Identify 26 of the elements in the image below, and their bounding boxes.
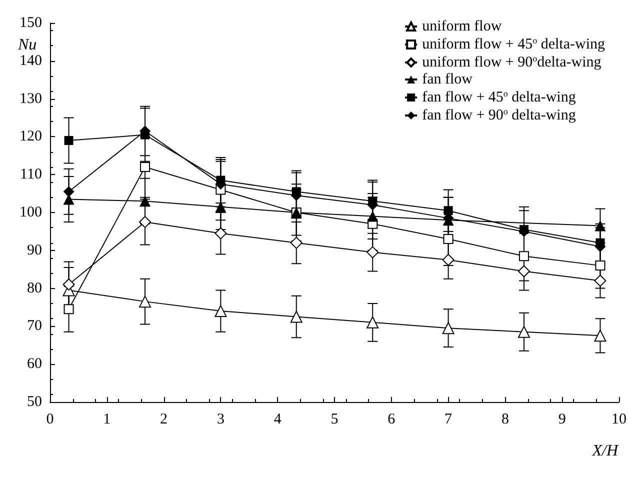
y-tick-label: 130 [20,90,42,107]
y-tick-label: 90 [27,242,42,258]
y-tick-label: 120 [20,128,42,145]
y-tick-label: 50 [27,394,42,410]
x-tick-label: 3 [216,412,224,428]
y-tick-label: 80 [27,280,42,296]
y-axis-title: Nu [17,36,37,54]
x-tick-label: 9 [558,412,566,428]
x-tick-label: 4 [274,412,282,428]
x-tick-label: 2 [160,412,168,428]
x-tick-label: 10 [612,412,626,428]
y-tick-label: 110 [20,166,42,183]
y-tick-label: 100 [20,204,42,220]
x-tick-label: 8 [501,412,509,428]
y-tick-label: 140 [20,52,42,69]
legend-label: fan flow [422,72,473,88]
y-tick-label: 150 [20,15,42,31]
y-tick-label: 70 [27,318,42,334]
y-tick-label: 60 [27,356,42,372]
x-tick-label: 6 [388,412,396,428]
x-axis-title: X/H [591,442,620,460]
x-tick-label: 0 [46,412,54,428]
x-tick-label: 1 [103,412,111,428]
x-tick-label: 5 [330,412,338,428]
x-tick-label: 7 [444,412,453,428]
legend-label: uniform flow [422,18,502,34]
